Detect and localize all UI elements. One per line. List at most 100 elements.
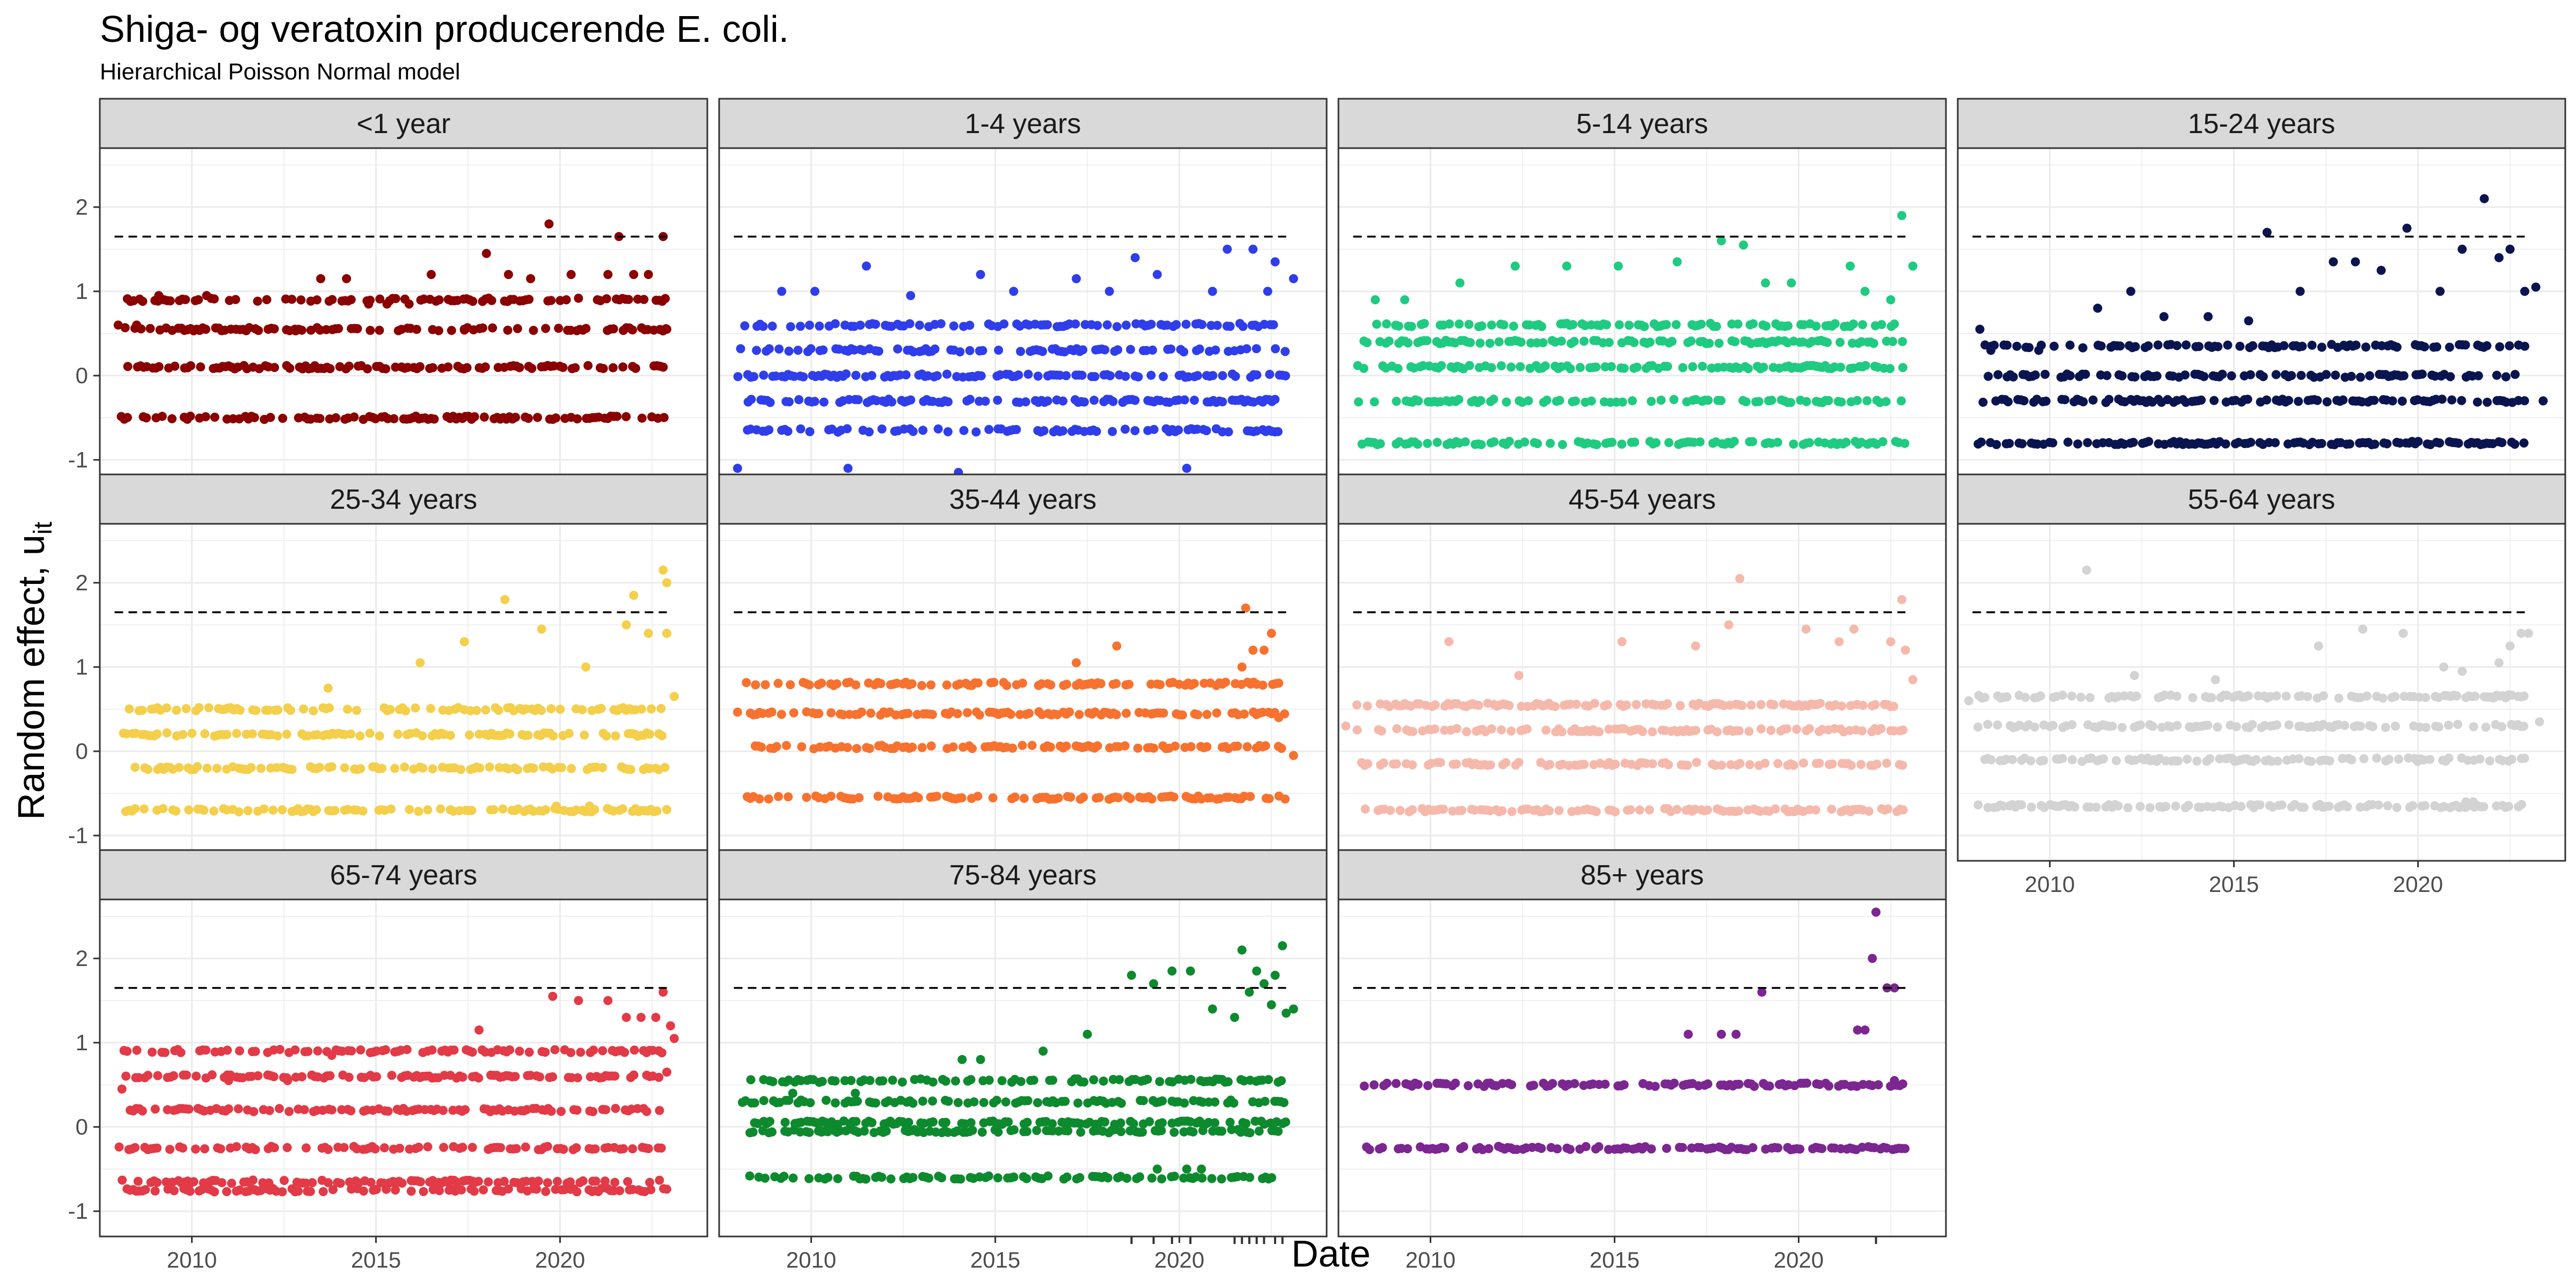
data-point	[1613, 261, 1623, 271]
data-point	[1858, 320, 1868, 330]
data-point	[965, 346, 975, 355]
data-point	[2322, 397, 2332, 407]
data-point	[2340, 721, 2350, 730]
data-point	[449, 1045, 459, 1055]
data-point	[505, 729, 515, 739]
data-point	[805, 427, 815, 436]
data-point	[555, 705, 565, 714]
data-point	[765, 1117, 774, 1126]
data-point	[574, 294, 583, 303]
data-point	[122, 413, 132, 422]
data-point	[470, 1187, 479, 1196]
data-point	[346, 729, 356, 739]
data-point	[1075, 1173, 1085, 1182]
data-point	[2039, 756, 2048, 765]
data-point	[909, 427, 918, 436]
data-point	[2505, 641, 2515, 651]
data-point	[1419, 319, 1429, 328]
data-point	[2036, 691, 2045, 701]
data-point	[1724, 620, 1733, 630]
data-point	[199, 806, 209, 815]
data-point	[1516, 362, 1525, 371]
data-point	[1242, 742, 1252, 751]
data-point	[1148, 345, 1158, 355]
facet-strip-label: 15-24 years	[2188, 108, 2336, 140]
data-point	[1423, 1081, 1433, 1091]
data-point	[269, 1143, 279, 1153]
data-point	[1002, 680, 1012, 690]
data-point	[479, 1185, 488, 1195]
data-point	[2065, 340, 2075, 350]
data-point	[273, 705, 283, 715]
data-point	[1509, 321, 1518, 331]
data-point	[251, 1046, 260, 1056]
data-point	[2317, 438, 2326, 448]
data-point	[576, 1048, 586, 1057]
data-point	[1975, 325, 1985, 334]
data-point	[656, 704, 666, 713]
data-point	[1181, 319, 1191, 329]
data-point	[1263, 287, 1272, 296]
data-point	[1897, 595, 1907, 604]
data-point	[2481, 722, 2491, 732]
facet-panel: 1-4 years	[718, 98, 1328, 486]
data-point	[645, 729, 655, 739]
data-point	[1562, 261, 1571, 271]
data-point	[866, 708, 876, 718]
data-point	[1864, 807, 1874, 816]
data-point	[316, 274, 326, 283]
data-point	[662, 1067, 671, 1077]
data-point	[651, 1013, 661, 1022]
data-point	[297, 1072, 307, 1081]
data-point	[2093, 303, 2103, 313]
data-point	[2183, 755, 2192, 764]
data-point	[1274, 678, 1284, 688]
facet-strip-label: 5-14 years	[1576, 108, 1708, 140]
data-point	[390, 764, 400, 773]
data-point	[346, 295, 356, 304]
data-point	[1113, 345, 1123, 355]
data-point	[2024, 343, 2034, 353]
data-point	[2192, 756, 2202, 766]
data-point	[480, 362, 490, 372]
data-point	[266, 413, 275, 422]
data-point	[1111, 679, 1121, 689]
data-point	[436, 804, 445, 814]
facet-plot-border	[99, 898, 708, 1238]
data-point	[1586, 396, 1596, 406]
data-point	[1836, 397, 1846, 407]
data-point	[1079, 1077, 1089, 1087]
data-point	[457, 1185, 466, 1195]
data-point	[2003, 397, 2013, 407]
y-tick-label: 0	[76, 738, 88, 764]
data-point	[2117, 371, 2127, 380]
data-point	[977, 1128, 987, 1137]
data-point	[122, 1046, 132, 1056]
data-point	[1022, 1174, 1031, 1183]
data-point	[324, 1178, 333, 1188]
data-point	[2351, 257, 2360, 267]
data-point	[1032, 1126, 1042, 1135]
data-point	[631, 363, 640, 373]
data-point	[511, 1144, 521, 1153]
data-point	[443, 362, 453, 372]
data-point	[618, 362, 628, 372]
data-point	[154, 362, 164, 371]
data-point	[2213, 722, 2222, 732]
data-point	[415, 362, 425, 371]
data-point	[1670, 1078, 1679, 1088]
data-point	[852, 744, 861, 753]
data-point	[222, 1187, 231, 1196]
data-point	[113, 320, 123, 330]
data-point	[1789, 440, 1798, 449]
data-point	[797, 742, 807, 751]
data-point	[434, 295, 444, 305]
data-point	[1499, 320, 1509, 330]
data-point	[1476, 396, 1485, 405]
data-point	[1476, 440, 1486, 449]
data-point	[2497, 438, 2507, 448]
data-point	[980, 397, 990, 406]
data-point	[1177, 710, 1187, 720]
data-point	[746, 1075, 756, 1085]
data-point	[1735, 574, 1745, 583]
